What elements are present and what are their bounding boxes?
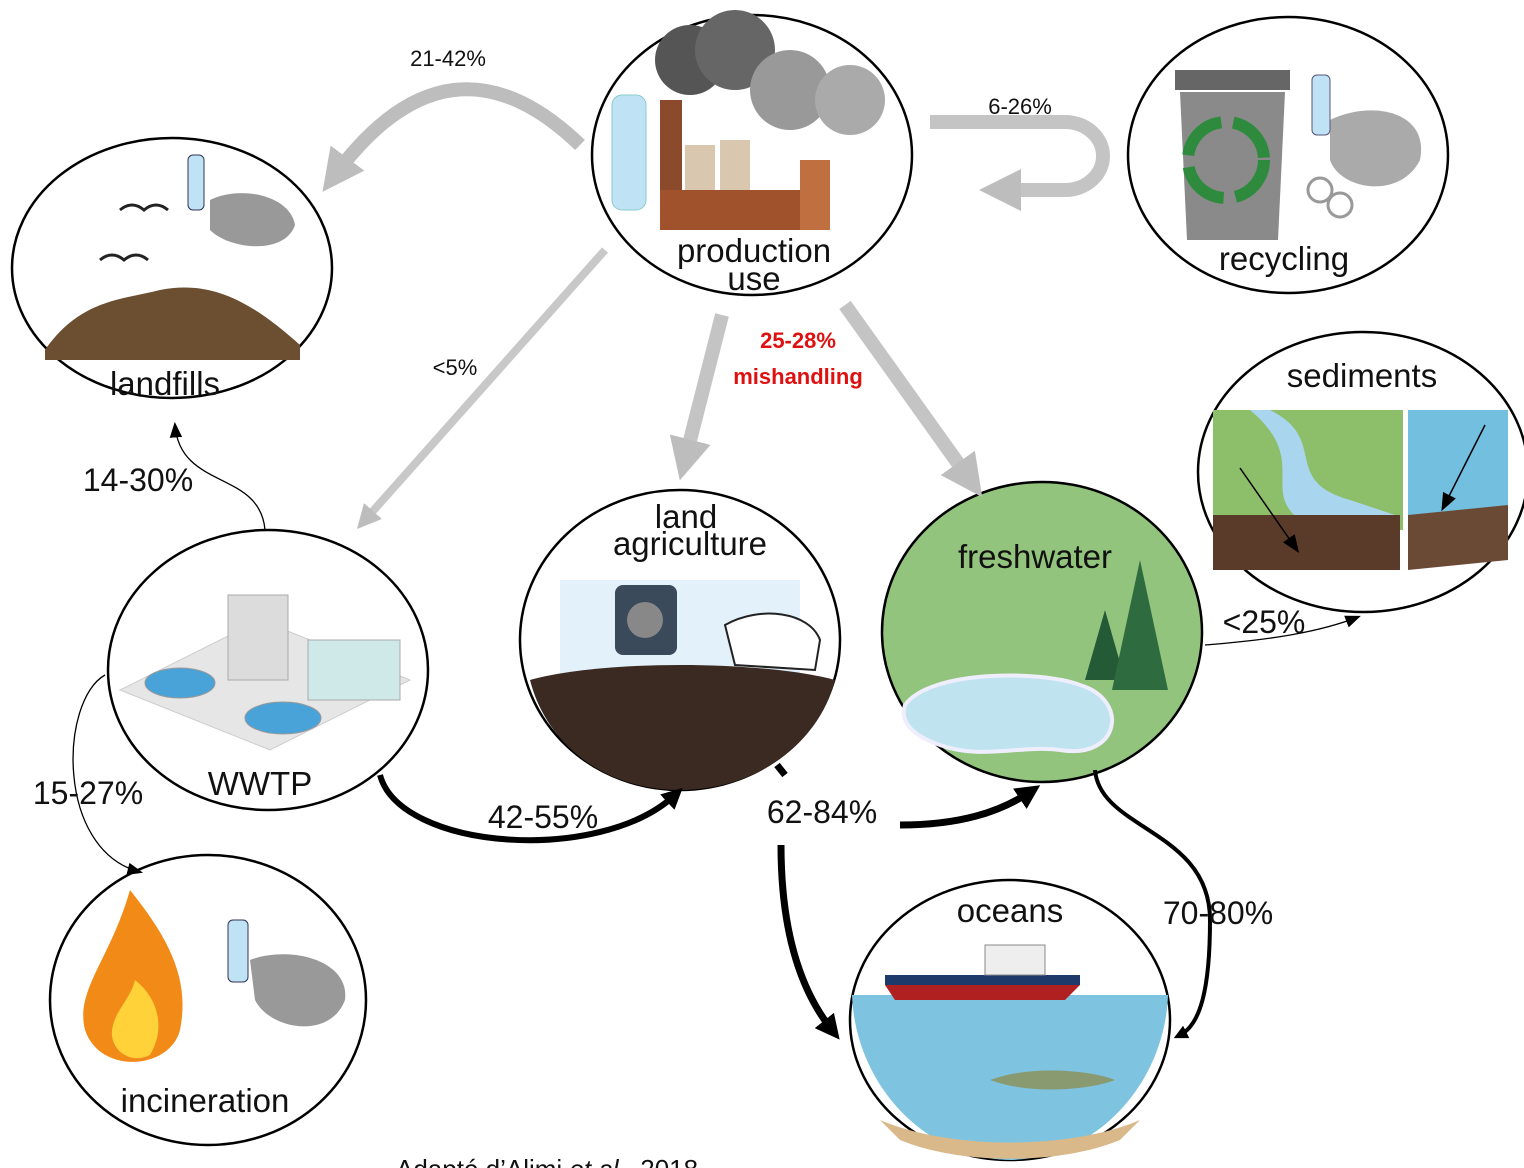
edge-label: 21-42% — [410, 46, 486, 71]
edge-label: 70-80% — [1163, 895, 1273, 931]
node-recycling — [1126, 15, 1450, 295]
node-label: production — [677, 232, 831, 269]
edges — [72, 82, 1361, 1040]
node-label: freshwater — [958, 538, 1112, 575]
node-label: landfills — [110, 365, 220, 402]
arrow-land-stub — [774, 762, 788, 778]
node-label: sediments — [1287, 357, 1437, 394]
caption-part: Adapté d’Alimi — [396, 1154, 569, 1168]
node-incineration — [48, 853, 368, 1147]
arrow-sediments — [1204, 615, 1361, 646]
arrow-land — [669, 313, 729, 481]
arrow-land-freshwater — [899, 785, 1041, 829]
node-production — [590, 10, 914, 297]
edge-label: 14-30% — [83, 462, 193, 498]
node-label: WWTP — [208, 765, 312, 802]
edge-label: mishandling — [733, 364, 863, 389]
caption-part: et al. — [569, 1154, 625, 1168]
node-wwtp — [106, 528, 430, 812]
arrow-wwtp-landfills — [169, 421, 266, 531]
caption-part: , 2018 — [626, 1154, 698, 1168]
node-sediments — [1196, 330, 1524, 614]
edge-label: <25% — [1223, 604, 1306, 640]
edge-label: 42-55% — [488, 799, 598, 835]
edge-label: 6-26% — [988, 94, 1052, 119]
arrow-incineration — [72, 674, 144, 875]
edge-label: 25-28% — [760, 328, 836, 353]
arrow-wwtp-land — [377, 774, 683, 844]
node-label: oceans — [957, 892, 1063, 929]
arrow-recycling — [930, 115, 1110, 211]
node-label: incineration — [121, 1082, 290, 1119]
caption: Adapté d’Alimi et al., 2018 — [396, 1154, 698, 1168]
edge-label: 62-84% — [767, 794, 877, 830]
arrow-freshwater-oceans — [1093, 769, 1213, 1039]
node-label: agriculture — [613, 525, 767, 562]
arrow-land-oceans — [777, 844, 840, 1040]
arrow-wwtp — [357, 247, 608, 529]
arrow-freshwater — [839, 300, 983, 498]
node-label: recycling — [1219, 240, 1349, 277]
node-landfills — [10, 136, 334, 400]
node-label: land — [655, 498, 717, 535]
arrow-landfills — [322, 82, 585, 192]
edge-label: 15-27% — [33, 775, 143, 811]
node-land — [518, 488, 842, 792]
node-freshwater — [880, 480, 1204, 784]
node-oceans — [848, 878, 1172, 1162]
node-label: use — [727, 260, 780, 297]
edge-label: <5% — [433, 355, 478, 380]
